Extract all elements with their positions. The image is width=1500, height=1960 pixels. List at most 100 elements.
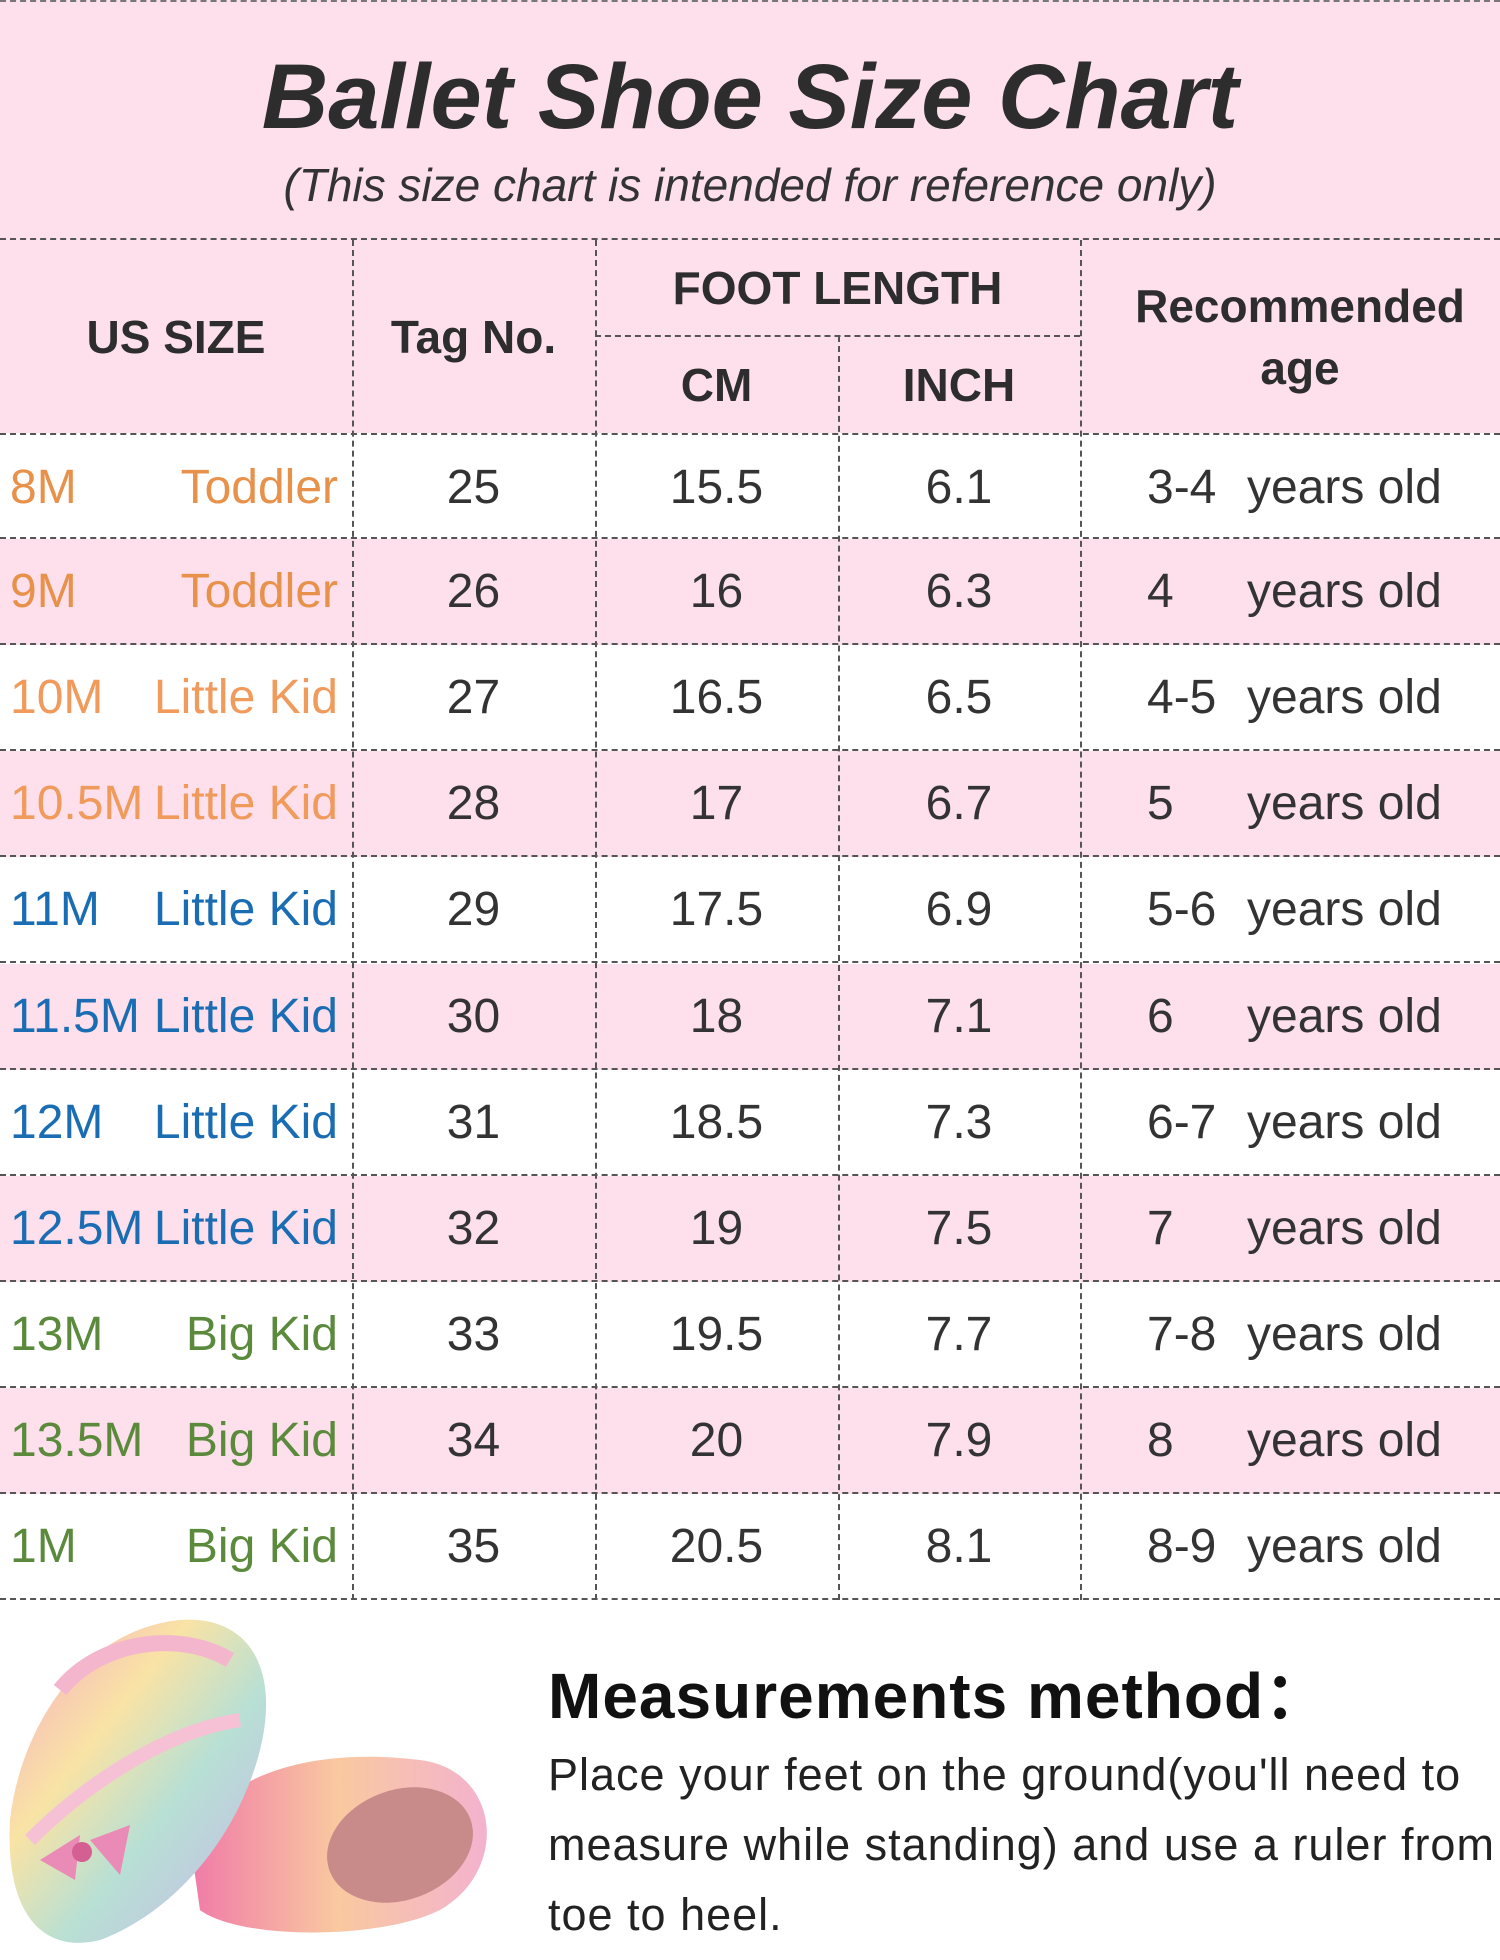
divider: [1080, 240, 1082, 1600]
table-row: 11.5M Little Kid 30 18 7.1 6 years old: [0, 963, 1500, 1070]
age-unit: years old: [1247, 777, 1442, 831]
size-group: Big Kid: [185, 1520, 338, 1573]
col-cm: CM: [680, 358, 753, 411]
us-size: 1M: [10, 1520, 77, 1573]
col-us-size: US SIZE: [86, 310, 266, 363]
us-size: 12.5M: [10, 1201, 144, 1255]
foot-cm: 16.5: [669, 671, 764, 725]
table-row: 12.5M Little Kid 32 19 7.5 7 years old: [0, 1175, 1500, 1282]
age-range: 5: [1147, 777, 1174, 831]
divider: [595, 335, 1080, 337]
age-range: 4-5: [1147, 671, 1217, 725]
age-unit: years old: [1247, 565, 1442, 619]
us-size: 11.5M: [10, 989, 140, 1043]
size-group: Toddler: [180, 565, 338, 619]
col-tag: Tag No.: [390, 310, 557, 363]
size-group: Big Kid: [185, 1307, 338, 1361]
us-size: 10M: [10, 671, 104, 725]
table-row: 13.5M Big Kid 34 20 7.9 8 years old: [0, 1387, 1500, 1494]
us-size: 11M: [10, 883, 100, 937]
tag-number: 31: [446, 1095, 501, 1149]
tag-number: 29: [446, 883, 501, 937]
size-group: Little Kid: [153, 777, 338, 831]
size-group: Little Kid: [153, 671, 338, 725]
table-row: 10M Little Kid 27 16.5 6.5 4-5 years old: [0, 645, 1500, 752]
size-group: Little Kid: [153, 883, 338, 937]
us-size: 13M: [10, 1307, 104, 1361]
tag-number: 26: [446, 565, 501, 619]
foot-inch: 6.3: [925, 565, 993, 619]
measurement-text: Place your feet on the ground(you'll nee…: [548, 1749, 1495, 1940]
title: Ballet Shoe Size Chart: [261, 46, 1239, 148]
divider: [838, 336, 840, 1600]
foot-inch: 6.5: [925, 671, 993, 725]
us-size: 13.5M: [10, 1413, 144, 1467]
us-size: 9M: [10, 565, 77, 619]
age-range: 7-8: [1147, 1307, 1217, 1361]
foot-inch: 7.3: [925, 1095, 993, 1149]
foot-inch: 7.7: [925, 1307, 993, 1361]
foot-inch: 6.1: [925, 461, 993, 514]
age-unit: years old: [1247, 1520, 1442, 1573]
age-unit: years old: [1247, 1201, 1442, 1255]
foot-cm: 19.5: [669, 1307, 764, 1361]
age-range: 3-4: [1147, 461, 1217, 514]
us-size: 8M: [10, 461, 77, 514]
tag-number: 28: [446, 777, 501, 831]
table-row: 13M Big Kid 33 19.5 7.7 7-8 years old: [0, 1281, 1500, 1388]
col-foot-length: FOOT LENGTH: [672, 262, 1003, 314]
age-range: 8: [1147, 1413, 1174, 1467]
tag-number: 34: [446, 1413, 501, 1467]
tag-number: 32: [446, 1201, 501, 1255]
divider: [352, 240, 354, 1600]
foot-inch: 6.9: [925, 883, 993, 937]
foot-cm: 20: [689, 1413, 744, 1467]
col-age: Recommended age: [1135, 279, 1465, 394]
age-unit: years old: [1247, 883, 1442, 937]
size-group: Toddler: [180, 461, 338, 514]
foot-inch: 8.1: [925, 1520, 993, 1573]
foot-cm: 19: [689, 1201, 744, 1255]
age-range: 6: [1147, 989, 1174, 1043]
age-range: 6-7: [1147, 1095, 1217, 1149]
foot-inch: 7.5: [925, 1201, 993, 1255]
size-group: Little Kid: [153, 1095, 338, 1149]
foot-cm: 17: [689, 777, 744, 831]
foot-cm: 20.5: [669, 1520, 764, 1573]
table-row: 8M Toddler 25 15.5 6.1 3-4 years old: [0, 433, 1500, 539]
col-inch: INCH: [902, 358, 1016, 411]
table-row: 1M Big Kid 35 20.5 8.1 8-9 years old: [0, 1494, 1500, 1600]
age-unit: years old: [1247, 989, 1442, 1043]
age-range: 7: [1147, 1201, 1174, 1255]
tag-number: 33: [446, 1307, 501, 1361]
age-unit: years old: [1247, 1413, 1442, 1467]
foot-inch: 7.9: [925, 1413, 993, 1467]
tag-number: 25: [446, 461, 501, 514]
size-group: Little Kid: [153, 1201, 338, 1255]
us-size: 10.5M: [10, 777, 144, 831]
table-header: US SIZE Tag No. FOOT LENGTH CM INCH Reco…: [0, 240, 1500, 433]
size-group: Big Kid: [185, 1413, 338, 1467]
shoe-illustration: [9, 1619, 487, 1943]
foot-inch: 7.1: [925, 989, 993, 1043]
title-band: [0, 0, 1500, 240]
foot-cm: 18: [689, 989, 744, 1043]
age-range: 8-9: [1147, 1520, 1217, 1573]
age-unit: years old: [1247, 1307, 1442, 1361]
us-size: 12M: [10, 1095, 104, 1149]
foot-cm: 16: [689, 565, 744, 619]
table-row: 9M Toddler 26 16 6.3 4 years old: [0, 539, 1500, 646]
age-unit: years old: [1247, 461, 1442, 514]
age-unit: years old: [1247, 671, 1442, 725]
measurement-title: Measurements method：: [548, 1660, 1330, 1732]
foot-cm: 18.5: [669, 1095, 764, 1149]
divider: [595, 240, 597, 1600]
table-row: 11M Little Kid 29 17.5 6.9 5-6 years old: [0, 857, 1500, 964]
foot-cm: 15.5: [669, 461, 764, 514]
table-row: 10.5M Little Kid 28 17 6.7 5 years old: [0, 751, 1500, 858]
subtitle: (This size chart is intended for referen…: [283, 159, 1217, 211]
age-range: 4: [1147, 565, 1174, 619]
tag-number: 35: [446, 1520, 501, 1573]
size-group: Little Kid: [153, 989, 338, 1043]
